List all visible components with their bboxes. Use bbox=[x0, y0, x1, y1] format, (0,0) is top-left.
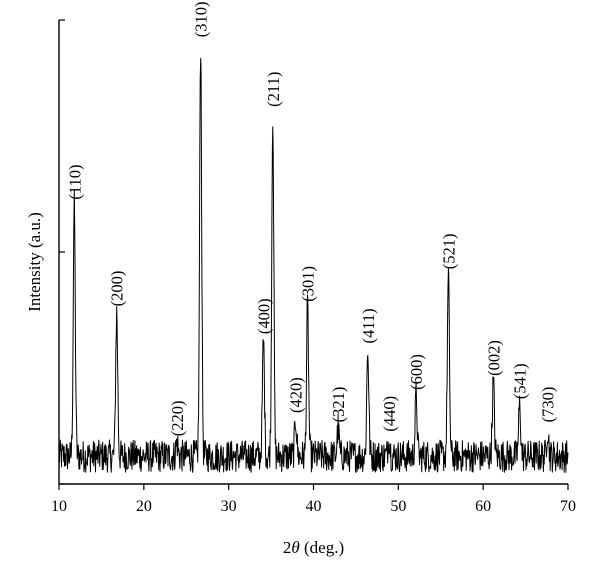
peak-label-521: (521) bbox=[439, 233, 458, 269]
x-axis-title: 2θ (deg.) bbox=[283, 538, 344, 557]
peak-label-541: (541) bbox=[511, 363, 530, 399]
peak-label-200: (200) bbox=[108, 271, 127, 307]
peak-label-110: (110) bbox=[65, 164, 84, 199]
peak-label-600: (600) bbox=[407, 354, 426, 390]
x-tick-label-10: 10 bbox=[51, 498, 67, 515]
peak-label-321: (321) bbox=[329, 387, 348, 423]
peak-label-220: (220) bbox=[168, 400, 187, 436]
x-axis-title-symbol: θ bbox=[291, 538, 299, 557]
x-tick-label-50: 50 bbox=[390, 498, 406, 515]
peak-label-400: (400) bbox=[254, 298, 273, 334]
y-ticks bbox=[59, 19, 65, 485]
peak-label-420: (420) bbox=[287, 377, 306, 413]
peak-label-440: (440) bbox=[380, 396, 399, 432]
x-tick-label-40: 40 bbox=[306, 498, 322, 515]
x-tick-label-20: 20 bbox=[136, 498, 152, 515]
peak-label-211: (211) bbox=[264, 72, 283, 107]
x-axis-title-prefix: 2 bbox=[283, 538, 292, 557]
x-tick-label-30: 30 bbox=[221, 498, 237, 515]
peak-label-730: (730) bbox=[539, 387, 558, 423]
peak-label-301: (301) bbox=[299, 266, 318, 302]
x-tick-label-70: 70 bbox=[560, 498, 576, 515]
y-axis-title: Intensity (a.u.) bbox=[25, 212, 44, 312]
peak-label-411: (411) bbox=[359, 308, 378, 343]
x-ticks: 10 20 30 40 50 60 70 bbox=[51, 484, 576, 515]
peak-labels: (110) (200) (220) (310) (400) (211) (420) (301)… bbox=[65, 1, 557, 436]
axes bbox=[58, 20, 568, 485]
peak-label-002: (002) bbox=[484, 340, 503, 376]
x-tick-label-60: 60 bbox=[475, 498, 491, 515]
diffraction-pattern-line bbox=[58, 57, 569, 473]
peak-label-310: (310) bbox=[192, 1, 211, 37]
x-axis-title-suffix: (deg.) bbox=[300, 538, 344, 557]
